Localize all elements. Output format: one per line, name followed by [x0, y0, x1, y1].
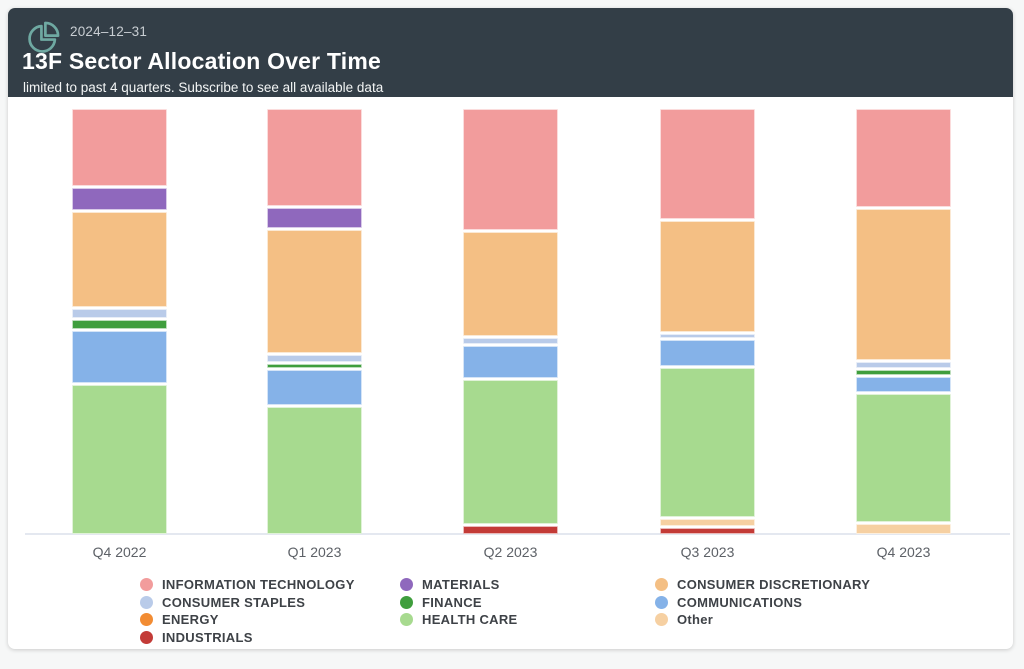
segment-other[interactable]: [660, 519, 755, 526]
legend-swatch-industrials: [140, 630, 153, 644]
legend-swatch-information-technology: [140, 578, 153, 592]
segment-health-care[interactable]: [72, 384, 167, 534]
segment-consumer-staples[interactable]: [660, 334, 755, 339]
segment-communications[interactable]: [267, 369, 362, 405]
legend-label-other: Other: [677, 612, 714, 628]
segment-consumer-staples[interactable]: [856, 362, 951, 368]
segment-information-technology[interactable]: [856, 109, 951, 207]
segment-consumer-discretionary[interactable]: [267, 229, 362, 353]
report-date: 2024–12–31: [70, 24, 148, 39]
legend-label-information-technology: INFORMATION TECHNOLOGY: [162, 577, 355, 593]
page-subtitle: limited to past 4 quarters. Subscribe to…: [23, 80, 384, 95]
segment-information-technology[interactable]: [463, 109, 558, 231]
legend-item-finance[interactable]: FINANCE: [400, 594, 518, 612]
legend-swatch-finance: [400, 595, 413, 609]
bar-q4-2022: [72, 109, 167, 534]
x-axis-label-q2-2023: Q2 2023: [483, 544, 538, 560]
bar-q1-2023: [267, 109, 362, 534]
legend-label-materials: MATERIALS: [422, 577, 500, 593]
x-axis-line: [25, 533, 1010, 535]
segment-health-care[interactable]: [660, 368, 755, 518]
segment-communications[interactable]: [856, 376, 951, 393]
card-header: 2024–12–31 13F Sector Allocation Over Ti…: [8, 8, 1013, 97]
legend-item-information-technology[interactable]: INFORMATION TECHNOLOGY: [140, 576, 355, 594]
legend-swatch-health-care: [400, 613, 413, 627]
x-axis-label-q3-2023: Q3 2023: [680, 544, 735, 560]
legend-item-other[interactable]: Other: [655, 611, 870, 629]
x-axis-label-q4-2022: Q4 2022: [92, 544, 147, 560]
legend-item-consumer-discretionary[interactable]: CONSUMER DISCRETIONARY: [655, 576, 870, 594]
legend-item-energy[interactable]: ENERGY: [140, 611, 355, 629]
legend-swatch-other: [655, 613, 668, 627]
legend-swatch-consumer-discretionary: [655, 578, 668, 592]
segment-finance[interactable]: [267, 363, 362, 368]
bar-q4-2023: [856, 109, 951, 534]
segment-information-technology[interactable]: [660, 109, 755, 220]
segment-consumer-discretionary[interactable]: [660, 221, 755, 333]
bar-q3-2023: [660, 109, 755, 534]
x-axis-label-q4-2023: Q4 2023: [876, 544, 931, 560]
legend-item-health-care[interactable]: HEALTH CARE: [400, 611, 518, 629]
legend-column-3: CONSUMER DISCRETIONARY COMMUNICATIONS Othe…: [655, 576, 870, 629]
legend-label-consumer-discretionary: CONSUMER DISCRETIONARY: [677, 577, 871, 593]
page-title: 13F Sector Allocation Over Time: [22, 48, 381, 74]
legend-item-industrials[interactable]: INDUSTRIALS: [140, 629, 355, 647]
segment-health-care[interactable]: [856, 394, 951, 523]
segment-other[interactable]: [856, 524, 951, 534]
legend-label-finance: FINANCE: [422, 594, 482, 610]
legend-label-industrials: INDUSTRIALS: [162, 629, 253, 645]
segment-health-care[interactable]: [267, 406, 362, 534]
legend-column-2: MATERIALS FINANCE HEALTH CARE: [400, 576, 518, 629]
segment-communications[interactable]: [72, 331, 167, 383]
legend-column-1: INFORMATION TECHNOLOGY CONSUMER STAPLES EN…: [140, 576, 355, 646]
bar-q2-2023: [463, 109, 558, 534]
legend-swatch-energy: [140, 613, 153, 627]
legend-label-communications: COMMUNICATIONS: [677, 594, 803, 610]
segment-consumer-staples[interactable]: [463, 338, 558, 345]
segment-communications[interactable]: [463, 346, 558, 379]
legend-label-consumer-staples: CONSUMER STAPLES: [162, 594, 306, 610]
legend-swatch-communications: [655, 595, 668, 609]
legend-swatch-consumer-staples: [140, 595, 153, 609]
legend-item-communications[interactable]: COMMUNICATIONS: [655, 594, 870, 612]
segment-finance[interactable]: [856, 369, 951, 375]
legend-swatch-materials: [400, 578, 413, 592]
legend-label-health-care: HEALTH CARE: [422, 612, 518, 628]
segment-industrials[interactable]: [463, 526, 558, 534]
segment-communications[interactable]: [660, 340, 755, 367]
pie-chart-icon: [28, 21, 60, 53]
segment-industrials[interactable]: [660, 528, 755, 534]
segment-materials[interactable]: [267, 208, 362, 228]
segment-consumer-staples[interactable]: [72, 308, 167, 318]
segment-materials[interactable]: [72, 188, 167, 210]
segment-information-technology[interactable]: [72, 109, 167, 187]
legend-label-energy: ENERGY: [162, 612, 219, 628]
legend-item-consumer-staples[interactable]: CONSUMER STAPLES: [140, 594, 355, 612]
segment-consumer-discretionary[interactable]: [463, 232, 558, 337]
legend-item-materials[interactable]: MATERIALS: [400, 576, 518, 594]
segment-finance[interactable]: [72, 319, 167, 330]
segment-consumer-discretionary[interactable]: [856, 208, 951, 361]
segment-health-care[interactable]: [463, 380, 558, 525]
segment-consumer-discretionary[interactable]: [72, 211, 167, 307]
segment-information-technology[interactable]: [267, 109, 362, 207]
segment-consumer-staples[interactable]: [267, 354, 362, 362]
x-axis-label-q1-2023: Q1 2023: [287, 544, 342, 560]
